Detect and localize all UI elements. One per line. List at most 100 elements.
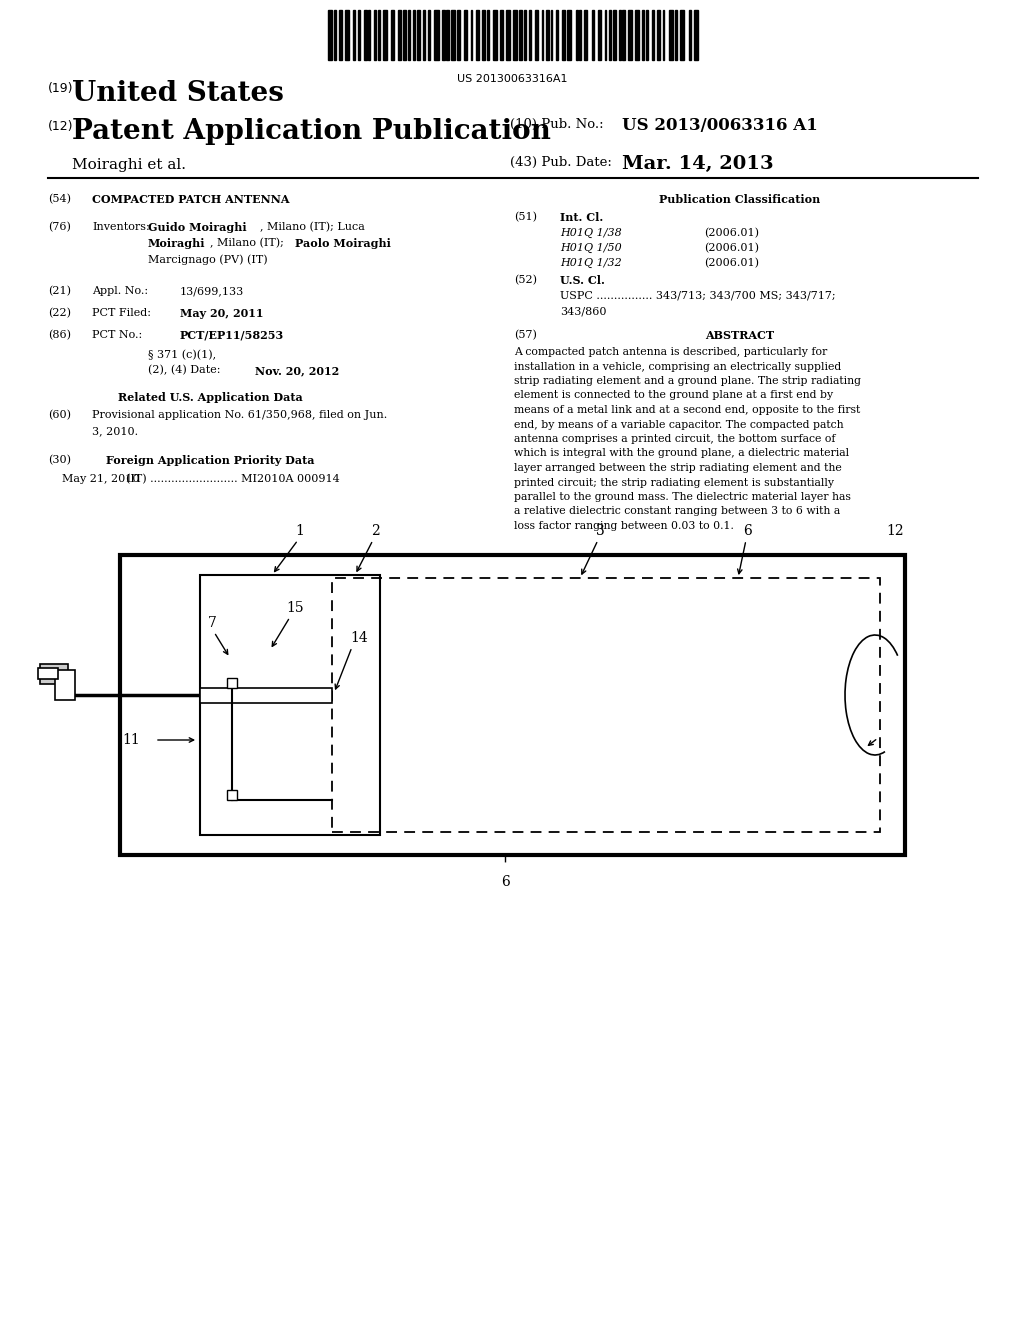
Bar — [418, 11, 420, 59]
Bar — [592, 11, 594, 59]
Text: Nov. 20, 2012: Nov. 20, 2012 — [255, 366, 339, 376]
Bar — [507, 11, 510, 59]
Text: PCT Filed:: PCT Filed: — [92, 308, 151, 318]
Text: Publication Classification: Publication Classification — [659, 194, 820, 205]
Bar — [200, 688, 332, 704]
Bar — [368, 11, 371, 59]
Text: US 20130063316A1: US 20130063316A1 — [457, 74, 567, 84]
Text: 7: 7 — [208, 616, 216, 630]
Text: antenna comprises a printed circuit, the bottom surface of: antenna comprises a printed circuit, the… — [514, 434, 836, 444]
Bar — [352, 11, 355, 59]
Text: Int. Cl.: Int. Cl. — [560, 213, 603, 223]
Bar — [465, 11, 467, 59]
Bar — [542, 11, 543, 59]
Text: Marcignago (PV) (IT): Marcignago (PV) (IT) — [148, 253, 267, 264]
Bar — [378, 11, 381, 59]
Text: Paolo Moiraghi: Paolo Moiraghi — [295, 238, 391, 249]
Text: US 2013/0063316 A1: US 2013/0063316 A1 — [622, 117, 818, 135]
Bar — [397, 11, 401, 59]
Text: Inventors:: Inventors: — [92, 222, 150, 232]
Bar — [40, 664, 68, 684]
Text: May 20, 2011: May 20, 2011 — [180, 308, 263, 319]
Bar — [646, 11, 648, 59]
Text: May 21, 2010: May 21, 2010 — [62, 474, 139, 484]
Bar — [427, 11, 430, 59]
Text: Moiraghi et al.: Moiraghi et al. — [72, 158, 186, 172]
Text: United States: United States — [72, 81, 284, 107]
Text: (2), (4) Date:: (2), (4) Date: — [148, 366, 220, 375]
Bar — [332, 578, 880, 832]
Text: A compacted patch antenna is described, particularly for: A compacted patch antenna is described, … — [514, 347, 827, 356]
Bar — [434, 11, 438, 59]
Bar — [657, 11, 660, 59]
Bar — [493, 11, 497, 59]
Text: (60): (60) — [48, 411, 71, 420]
Text: H01Q 1/38: H01Q 1/38 — [560, 228, 622, 238]
Text: (21): (21) — [48, 286, 71, 296]
Text: end, by means of a variable capacitor. The compacted patch: end, by means of a variable capacitor. T… — [514, 420, 844, 429]
Bar — [486, 11, 489, 59]
Bar — [664, 11, 665, 59]
Bar — [694, 11, 697, 59]
Bar — [529, 11, 530, 59]
Text: 15: 15 — [286, 601, 304, 615]
Text: (51): (51) — [514, 213, 537, 222]
Bar — [524, 11, 526, 59]
Text: parallel to the ground mass. The dielectric material layer has: parallel to the ground mass. The dielect… — [514, 492, 851, 502]
Text: loss factor ranging between 0.03 to 0.1.: loss factor ranging between 0.03 to 0.1. — [514, 521, 734, 531]
Text: 2: 2 — [371, 524, 379, 539]
Text: a relative dielectric constant ranging between 3 to 6 with a: a relative dielectric constant ranging b… — [514, 507, 841, 516]
Text: (57): (57) — [514, 330, 537, 341]
Bar — [446, 11, 449, 59]
Bar — [374, 11, 376, 59]
Text: Patent Application Publication: Patent Application Publication — [72, 117, 551, 145]
Text: (2006.01): (2006.01) — [705, 228, 759, 239]
Bar — [38, 668, 58, 678]
Text: (30): (30) — [48, 455, 71, 466]
Bar — [408, 11, 410, 59]
Bar — [55, 671, 75, 700]
Bar — [513, 11, 517, 59]
Bar — [120, 554, 905, 855]
Bar — [452, 11, 456, 59]
Bar — [628, 11, 632, 59]
Text: (2006.01): (2006.01) — [705, 243, 759, 253]
Bar — [334, 11, 336, 59]
Bar — [328, 11, 332, 59]
Bar — [518, 11, 522, 59]
Text: installation in a vehicle, comprising an electrically supplied: installation in a vehicle, comprising an… — [514, 362, 842, 371]
Text: (76): (76) — [48, 222, 71, 232]
Bar — [556, 11, 558, 59]
Bar — [680, 11, 684, 59]
Text: H01Q 1/32: H01Q 1/32 — [560, 257, 622, 268]
Bar — [689, 11, 691, 59]
Bar — [383, 11, 387, 59]
Bar — [623, 11, 625, 59]
Bar — [476, 11, 479, 59]
Bar — [423, 11, 425, 59]
Bar — [441, 11, 444, 59]
Text: Guido Moiraghi: Guido Moiraghi — [148, 222, 247, 234]
Text: USPC ................ 343/713; 343/700 MS; 343/717;: USPC ................ 343/713; 343/700 M… — [560, 290, 836, 301]
Bar — [200, 576, 380, 836]
Text: Moiraghi: Moiraghi — [148, 238, 206, 249]
Text: ABSTRACT: ABSTRACT — [706, 330, 774, 341]
Text: PCT No.:: PCT No.: — [92, 330, 142, 341]
Text: 12: 12 — [886, 524, 904, 539]
Text: (2006.01): (2006.01) — [705, 257, 759, 268]
Bar — [562, 11, 564, 59]
Bar — [567, 11, 571, 59]
Text: Appl. No.:: Appl. No.: — [92, 286, 148, 296]
Text: layer arranged between the strip radiating element and the: layer arranged between the strip radiati… — [514, 463, 842, 473]
Text: (10) Pub. No.:: (10) Pub. No.: — [510, 117, 603, 131]
Text: element is connected to the ground plane at a first end by: element is connected to the ground plane… — [514, 391, 834, 400]
Bar — [414, 11, 415, 59]
Bar — [675, 11, 677, 59]
Text: which is integral with the ground plane, a dielectric material: which is integral with the ground plane,… — [514, 449, 849, 458]
Bar — [620, 11, 621, 59]
Bar — [551, 11, 553, 59]
Text: 14: 14 — [350, 631, 368, 645]
Bar — [471, 11, 472, 59]
Bar — [580, 11, 582, 59]
Bar — [669, 11, 673, 59]
